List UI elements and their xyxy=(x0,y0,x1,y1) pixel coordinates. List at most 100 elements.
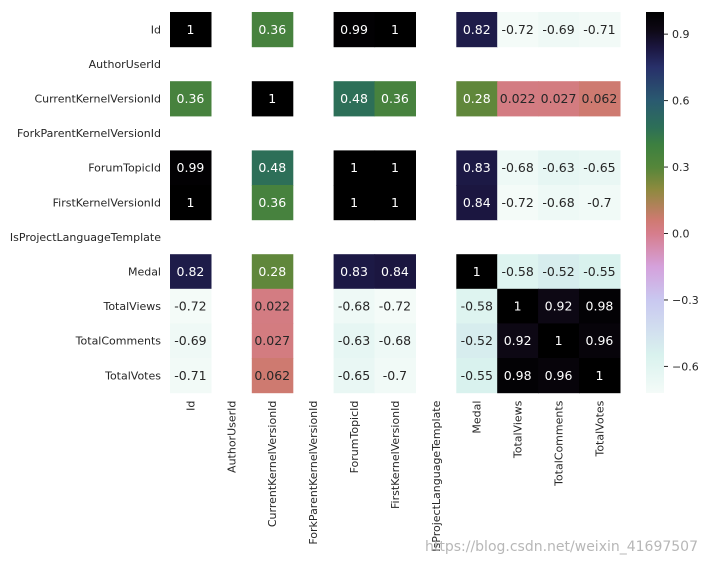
heatmap-cell xyxy=(497,12,539,48)
heatmap-cell xyxy=(374,358,416,394)
heatmap-cell xyxy=(497,288,539,324)
colorbar-tick-label: 0.6 xyxy=(672,95,690,108)
heatmap-cell-label: 0.027 xyxy=(541,91,577,106)
heatmap-cell-label: 0.83 xyxy=(463,160,491,175)
heatmap-cell xyxy=(538,254,580,290)
heatmap-cell-label: -0.72 xyxy=(501,22,533,37)
heatmap-cell xyxy=(456,323,498,359)
heatmap-cell xyxy=(456,358,498,394)
y-tick-label: TotalComments xyxy=(75,335,162,348)
x-tick-label: TotalComments xyxy=(553,400,566,487)
heatmap-cell-label: 0.28 xyxy=(463,91,491,106)
heatmap-cell-label: 1 xyxy=(473,264,481,279)
heatmap-cell-label: 1 xyxy=(391,160,399,175)
x-axis-tick-labels: Id AuthorUserId CurrentKernelVersionId Fork… xyxy=(184,400,606,551)
heatmap-cell-label: -0.69 xyxy=(174,333,206,348)
x-tick-label: Id xyxy=(184,401,197,411)
heatmap-cell xyxy=(579,358,621,394)
colorbar-tick-label: 0.3 xyxy=(672,161,690,174)
heatmap-cell xyxy=(251,288,294,324)
heatmap-cell xyxy=(497,323,539,359)
heatmap-cell-label: -0.72 xyxy=(501,195,533,210)
heatmap-cell xyxy=(170,358,212,394)
y-tick-label: AuthorUserId xyxy=(89,58,161,71)
heatmap-cell xyxy=(333,323,376,359)
heatmap-cell xyxy=(579,323,621,359)
heatmap-cell-labels: 1 0.36 0.99 1 0.82 -0.72 -0.69 -0.710.36 1 0.48 0.… xyxy=(174,22,617,383)
heatmap-cell-label: 0.36 xyxy=(258,195,286,210)
heatmap-cell-label: -0.55 xyxy=(461,368,493,383)
heatmap-cell xyxy=(538,81,580,117)
x-tick-label: TotalViews xyxy=(512,400,525,459)
y-tick-label: TotalViews xyxy=(102,300,161,313)
heatmap-cell-label: 1 xyxy=(595,368,603,383)
heatmap-cell-label: -0.52 xyxy=(542,264,574,279)
y-tick-label: FirstKernelVersionId xyxy=(53,196,161,209)
colorbar-tick-label: −0.3 xyxy=(672,294,699,307)
heatmap-cell xyxy=(497,254,539,290)
heatmap-cell-label: -0.55 xyxy=(583,264,615,279)
heatmap-cell-label: 0.98 xyxy=(586,299,614,314)
heatmap-cell-label: 0.98 xyxy=(504,368,532,383)
heatmap-cell xyxy=(333,185,376,221)
heatmap-cell-label: 1 xyxy=(350,195,358,210)
heatmap-cell-label: 1 xyxy=(350,160,358,175)
heatmap-cell xyxy=(251,358,294,394)
heatmap-cell xyxy=(538,185,580,221)
heatmap-cell xyxy=(374,288,416,324)
heatmap-cell xyxy=(497,358,539,394)
heatmap-cell xyxy=(170,12,212,48)
heatmap-cell-label: -0.68 xyxy=(379,333,411,348)
heatmap-cell-label: 1 xyxy=(391,195,399,210)
heatmap-cell xyxy=(170,254,212,290)
heatmap-cell xyxy=(251,150,294,186)
y-tick-label: Id xyxy=(151,23,161,36)
heatmap-cell xyxy=(333,288,376,324)
heatmap-cell xyxy=(456,288,498,324)
heatmap-cell xyxy=(170,81,212,117)
heatmap-cell xyxy=(333,81,376,117)
watermark-text: https://blog.csdn.net/weixin_41697507 xyxy=(424,539,698,555)
heatmap-cell-label: 0.82 xyxy=(177,264,205,279)
x-tick-label: TotalVotes xyxy=(593,400,606,457)
heatmap-cell-label: 1 xyxy=(555,333,563,348)
heatmap-cell-label: -0.65 xyxy=(583,160,615,175)
heatmap-cell-label: 1 xyxy=(186,195,194,210)
heatmap-cell-label: 1 xyxy=(514,299,522,314)
heatmap-cell xyxy=(251,323,294,359)
heatmap-cell-label: 0.48 xyxy=(258,160,286,175)
heatmap-cell xyxy=(170,150,212,186)
heatmap-cell-label: -0.63 xyxy=(542,160,574,175)
heatmap-cell xyxy=(333,150,376,186)
heatmap-cell-label: -0.69 xyxy=(542,22,574,37)
heatmap-cell xyxy=(579,288,621,324)
heatmap-cell-label: -0.58 xyxy=(501,264,533,279)
heatmap-cell xyxy=(170,323,212,359)
heatmap-cell xyxy=(538,358,580,394)
heatmap-cell xyxy=(579,150,621,186)
x-tick-label: FirstKernelVersionId xyxy=(389,401,402,509)
heatmap-cell-label: 0.36 xyxy=(381,91,409,106)
heatmap-cell-label: 0.027 xyxy=(254,333,290,348)
heatmap-cell-label: -0.52 xyxy=(461,333,493,348)
heatmap-cell-label: 0.062 xyxy=(254,368,290,383)
heatmap-cell xyxy=(374,323,416,359)
heatmap-cell-label: 0.84 xyxy=(381,264,409,279)
heatmap-cell xyxy=(170,185,212,221)
heatmap-cell-label: 0.96 xyxy=(586,333,614,348)
heatmap-cell xyxy=(497,150,539,186)
heatmap-cell-label: 0.92 xyxy=(504,333,532,348)
heatmap-cell-label: 0.99 xyxy=(177,160,205,175)
heatmap-cell-label: 1 xyxy=(268,91,276,106)
heatmap-cell xyxy=(251,81,294,117)
heatmap-cell-label: -0.68 xyxy=(338,299,370,314)
x-tick-label: ForkParentKernelVersionId xyxy=(307,401,320,545)
heatmap-cell-label: 0.48 xyxy=(340,91,368,106)
colorbar-ticks: 0.9 0.6 0.3 0.0 −0.3 −0.6 xyxy=(664,28,699,373)
heatmap-cell xyxy=(456,150,498,186)
colorbar-tick-label: 0.0 xyxy=(672,228,690,241)
heatmap-cell xyxy=(170,288,212,324)
heatmap-cell-label: 0.82 xyxy=(463,22,491,37)
heatmap-cell xyxy=(374,81,416,117)
heatmap-cell-label: 0.062 xyxy=(582,91,618,106)
